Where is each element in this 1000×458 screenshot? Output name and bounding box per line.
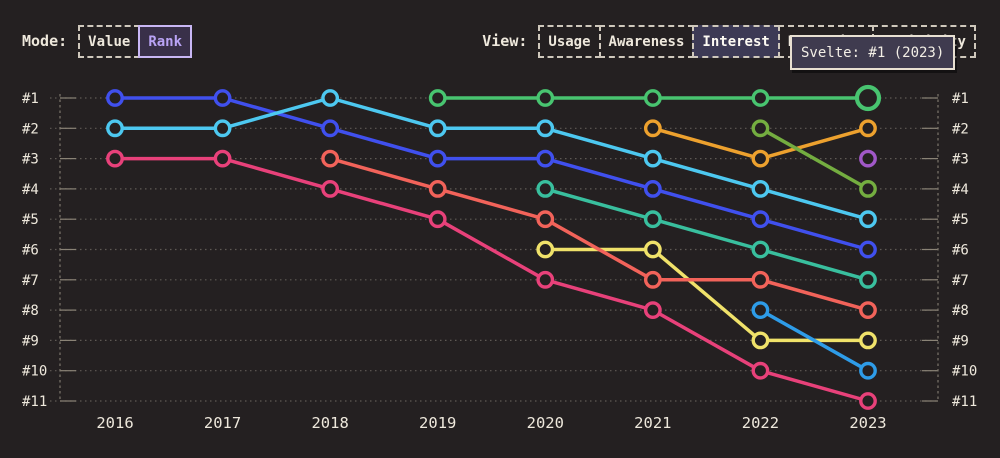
- data-point-lightblue-2022-rank8[interactable]: [751, 301, 770, 319]
- data-point-yellow-2022-rank9[interactable]: [751, 331, 770, 350]
- data-point-salmon-2019-rank4[interactable]: [428, 179, 447, 198]
- data-point-teal-2022-rank6[interactable]: [751, 240, 770, 259]
- data-point-pink-2018-rank4[interactable]: [321, 179, 340, 198]
- x-tick-label-2021: 2021: [634, 414, 671, 432]
- rank-label-left-11: #11: [22, 394, 47, 410]
- data-point-pink-2019-rank5[interactable]: [428, 210, 447, 229]
- data-point-cyan-2018-rank1[interactable]: [321, 89, 340, 107]
- rank-label-left-1: #1: [22, 91, 39, 107]
- rank-label-left-10: #10: [22, 364, 47, 380]
- rank-label-left-2: #2: [22, 121, 39, 137]
- data-point-orange-2022-rank3[interactable]: [751, 149, 770, 168]
- data-point-teal-2020-rank4[interactable]: [536, 179, 555, 198]
- rank-label-right-3: #3: [952, 152, 969, 168]
- rank-label-right-10: #10: [952, 364, 977, 380]
- data-point-blue-2016-rank1[interactable]: [106, 89, 124, 107]
- data-point-blue-2020-rank3[interactable]: [536, 149, 555, 168]
- data-point-blue-2023-rank6[interactable]: [859, 240, 877, 259]
- data-point-blue-2018-rank2[interactable]: [321, 119, 340, 138]
- x-tick-label-2022: 2022: [742, 414, 779, 432]
- rank-label-left-4: #4: [22, 182, 39, 198]
- rank-label-left-9: #9: [22, 333, 39, 349]
- series-line-blue: [113, 96, 870, 252]
- data-point-pink-2020-rank7[interactable]: [536, 270, 555, 289]
- data-point-cyan-2021-rank3[interactable]: [643, 149, 662, 168]
- view-label: View:: [482, 32, 528, 50]
- mode-button-rank[interactable]: Rank: [138, 25, 193, 58]
- data-point-cyan-2022-rank4[interactable]: [751, 179, 770, 198]
- tooltip: Svelte: #1 (2023): [790, 35, 956, 70]
- rank-label-right-2: #2: [952, 121, 969, 137]
- series-line-lightblue: [758, 308, 870, 373]
- data-point-blue-2021-rank4[interactable]: [643, 179, 662, 198]
- data-point-Svelte-2019-rank1[interactable]: [428, 89, 447, 107]
- data-point-teal-2021-rank5[interactable]: [643, 210, 662, 229]
- rank-label-right-6: #6: [952, 243, 969, 259]
- series-line-olive: [758, 126, 870, 191]
- data-point-salmon-2018-rank3[interactable]: [321, 149, 340, 168]
- rank-label-left-8: #8: [22, 303, 39, 319]
- x-tick-label-2017: 2017: [204, 414, 241, 432]
- data-point-yellow-2020-rank6[interactable]: [536, 240, 555, 259]
- rank-label-right-7: #7: [952, 273, 969, 289]
- data-point-cyan-2019-rank2[interactable]: [428, 119, 447, 138]
- rank-label-right-8: #8: [952, 303, 969, 319]
- mode-toggle-group: Mode: Value Rank: [22, 25, 193, 58]
- rank-label-left-5: #5: [22, 212, 39, 228]
- data-point-pink-2017-rank3[interactable]: [213, 149, 232, 168]
- data-point-pink-2022-rank10[interactable]: [751, 361, 770, 380]
- data-point-purple-2023-rank3[interactable]: [859, 149, 877, 168]
- rank-label-right-9: #9: [952, 333, 969, 349]
- data-point-pink-2016-rank3[interactable]: [106, 149, 124, 168]
- data-point-teal-2023-rank7[interactable]: [859, 270, 877, 289]
- series-line-salmon: [328, 156, 870, 312]
- data-point-salmon-2022-rank7[interactable]: [751, 270, 770, 289]
- data-point-Svelte-2022-rank1[interactable]: [751, 89, 770, 107]
- data-point-pink-2021-rank8[interactable]: [643, 301, 662, 319]
- data-point-orange-2023-rank2[interactable]: [859, 119, 877, 138]
- rank-label-right-4: #4: [952, 182, 969, 198]
- rank-label-left-3: #3: [22, 152, 39, 168]
- data-point-pink-2023-rank11[interactable]: [859, 392, 877, 410]
- data-point-lightblue-2023-rank10[interactable]: [859, 361, 877, 380]
- view-button-interest[interactable]: Interest: [692, 25, 780, 58]
- series-line-teal: [543, 187, 870, 282]
- data-point-orange-2021-rank2[interactable]: [643, 119, 662, 138]
- tooltip-text: Svelte: #1 (2023): [801, 44, 945, 61]
- x-tick-label-2020: 2020: [527, 414, 564, 432]
- rank-label-right-1: #1: [952, 91, 969, 107]
- rank-label-left-6: #6: [22, 243, 39, 259]
- data-point-Svelte-2020-rank1[interactable]: [536, 89, 555, 107]
- x-tick-label-2018: 2018: [311, 414, 348, 432]
- x-tick-label-2016: 2016: [96, 414, 133, 432]
- data-point-olive-2023-rank4[interactable]: [859, 179, 877, 198]
- series-line-pink: [113, 156, 870, 403]
- data-point-Svelte-2021-rank1[interactable]: [643, 89, 662, 107]
- data-point-salmon-2023-rank8[interactable]: [859, 301, 877, 319]
- data-point-blue-2019-rank3[interactable]: [428, 149, 447, 168]
- rank-label-right-5: #5: [952, 212, 969, 228]
- mode-label: Mode:: [22, 32, 68, 50]
- x-tick-label-2023: 2023: [849, 414, 886, 432]
- x-tick-label-2019: 2019: [419, 414, 456, 432]
- data-point-cyan-2016-rank2[interactable]: [106, 119, 124, 138]
- data-point-yellow-2021-rank6[interactable]: [643, 240, 662, 259]
- rank-label-right-11: #11: [952, 394, 977, 410]
- data-point-blue-2022-rank5[interactable]: [751, 210, 770, 229]
- data-point-cyan-2020-rank2[interactable]: [536, 119, 555, 138]
- data-point-salmon-2021-rank7[interactable]: [643, 270, 662, 289]
- series-line-cyan: [113, 96, 870, 221]
- data-point-cyan-2023-rank5[interactable]: [859, 210, 877, 229]
- data-point-olive-2022-rank2[interactable]: [751, 119, 770, 138]
- rank-label-left-7: #7: [22, 273, 39, 289]
- data-point-blue-2017-rank1[interactable]: [213, 89, 232, 107]
- data-point-cyan-2017-rank2[interactable]: [213, 119, 232, 138]
- data-point-Svelte-2023-rank1[interactable]: [854, 84, 882, 112]
- data-point-yellow-2023-rank9[interactable]: [859, 331, 877, 350]
- data-point-salmon-2020-rank5[interactable]: [536, 210, 555, 229]
